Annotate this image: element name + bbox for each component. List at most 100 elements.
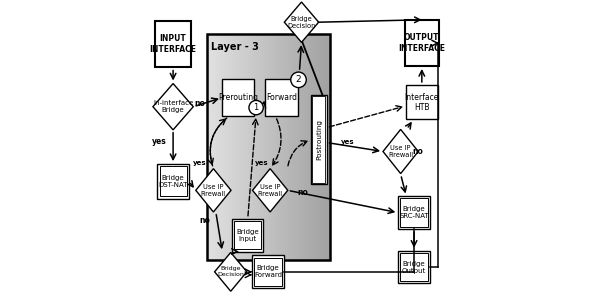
- Bar: [316, 34, 318, 260]
- Bar: [218, 34, 220, 260]
- Bar: [302, 34, 303, 260]
- Bar: [266, 34, 268, 260]
- Text: no: no: [297, 188, 308, 197]
- Text: Forward: Forward: [266, 93, 297, 102]
- Bar: [226, 34, 227, 260]
- Text: Bridge
Decision: Bridge Decision: [287, 16, 316, 29]
- Bar: [208, 34, 209, 260]
- Circle shape: [249, 100, 263, 115]
- Polygon shape: [196, 169, 231, 212]
- Bar: [298, 34, 299, 260]
- Bar: [217, 34, 219, 260]
- Bar: [242, 34, 243, 260]
- Bar: [210, 34, 211, 260]
- Bar: [308, 34, 310, 260]
- Bar: [254, 257, 281, 286]
- Bar: [301, 34, 302, 260]
- Bar: [232, 219, 263, 251]
- Text: Prerouting: Prerouting: [218, 93, 258, 102]
- Bar: [224, 34, 226, 260]
- Bar: [233, 34, 235, 260]
- Text: Use IP
Firewall: Use IP Firewall: [257, 184, 283, 197]
- Bar: [304, 34, 305, 260]
- Bar: [209, 34, 210, 260]
- Bar: [271, 34, 272, 260]
- Bar: [292, 34, 293, 260]
- Circle shape: [291, 72, 306, 88]
- Bar: [309, 34, 311, 260]
- Bar: [276, 34, 278, 260]
- Text: 1: 1: [253, 103, 259, 112]
- Bar: [208, 34, 330, 260]
- Bar: [321, 34, 323, 260]
- Bar: [398, 250, 430, 284]
- Bar: [311, 34, 313, 260]
- Bar: [236, 34, 237, 260]
- Text: Bridge
Forward: Bridge Forward: [254, 265, 282, 278]
- Bar: [287, 34, 289, 260]
- Text: yes: yes: [254, 160, 268, 166]
- Bar: [406, 85, 437, 119]
- Bar: [244, 34, 245, 260]
- Bar: [251, 34, 253, 260]
- Text: In-interface
Bridge: In-interface Bridge: [153, 100, 193, 113]
- Bar: [286, 34, 287, 260]
- Bar: [398, 196, 430, 229]
- Text: Use IP
Firewall: Use IP Firewall: [201, 184, 226, 197]
- Bar: [289, 34, 291, 260]
- Bar: [314, 34, 316, 260]
- Bar: [272, 34, 274, 260]
- Text: Layer - 3: Layer - 3: [211, 43, 259, 52]
- Text: no: no: [200, 216, 211, 225]
- Bar: [283, 34, 285, 260]
- Bar: [220, 34, 221, 260]
- Text: yes: yes: [152, 136, 167, 146]
- Bar: [250, 34, 252, 260]
- Bar: [312, 96, 325, 183]
- Bar: [275, 34, 276, 260]
- Bar: [311, 95, 326, 184]
- Bar: [265, 79, 298, 116]
- Polygon shape: [153, 84, 193, 130]
- Bar: [324, 34, 325, 260]
- Bar: [249, 34, 251, 260]
- Bar: [296, 34, 297, 260]
- Bar: [254, 34, 256, 260]
- Bar: [329, 34, 330, 260]
- Bar: [247, 34, 248, 260]
- Bar: [241, 34, 242, 260]
- Bar: [223, 34, 225, 260]
- Polygon shape: [253, 169, 288, 212]
- Polygon shape: [284, 2, 319, 42]
- Bar: [326, 34, 328, 260]
- Bar: [261, 34, 263, 260]
- Bar: [323, 34, 324, 260]
- Polygon shape: [215, 252, 247, 291]
- Bar: [248, 34, 250, 260]
- Bar: [290, 34, 292, 260]
- Text: yes: yes: [341, 139, 355, 145]
- Bar: [293, 34, 295, 260]
- Text: 2: 2: [296, 75, 301, 84]
- Bar: [238, 34, 239, 260]
- Bar: [216, 34, 218, 260]
- Bar: [315, 34, 317, 260]
- Bar: [288, 34, 290, 260]
- Bar: [269, 34, 270, 260]
- Text: Interface
HTB: Interface HTB: [404, 92, 439, 112]
- Bar: [405, 20, 439, 66]
- Bar: [274, 34, 275, 260]
- Bar: [253, 255, 284, 288]
- Bar: [259, 34, 260, 260]
- Bar: [278, 34, 280, 260]
- Text: Bridge
Output: Bridge Output: [402, 261, 426, 274]
- Bar: [256, 34, 258, 260]
- Bar: [282, 34, 284, 260]
- Bar: [239, 34, 241, 260]
- Bar: [227, 34, 229, 260]
- Text: Bridge
SRC-NAT: Bridge SRC-NAT: [399, 206, 429, 219]
- Bar: [232, 34, 233, 260]
- Text: yes: yes: [193, 160, 207, 166]
- Bar: [305, 34, 307, 260]
- Bar: [243, 34, 244, 260]
